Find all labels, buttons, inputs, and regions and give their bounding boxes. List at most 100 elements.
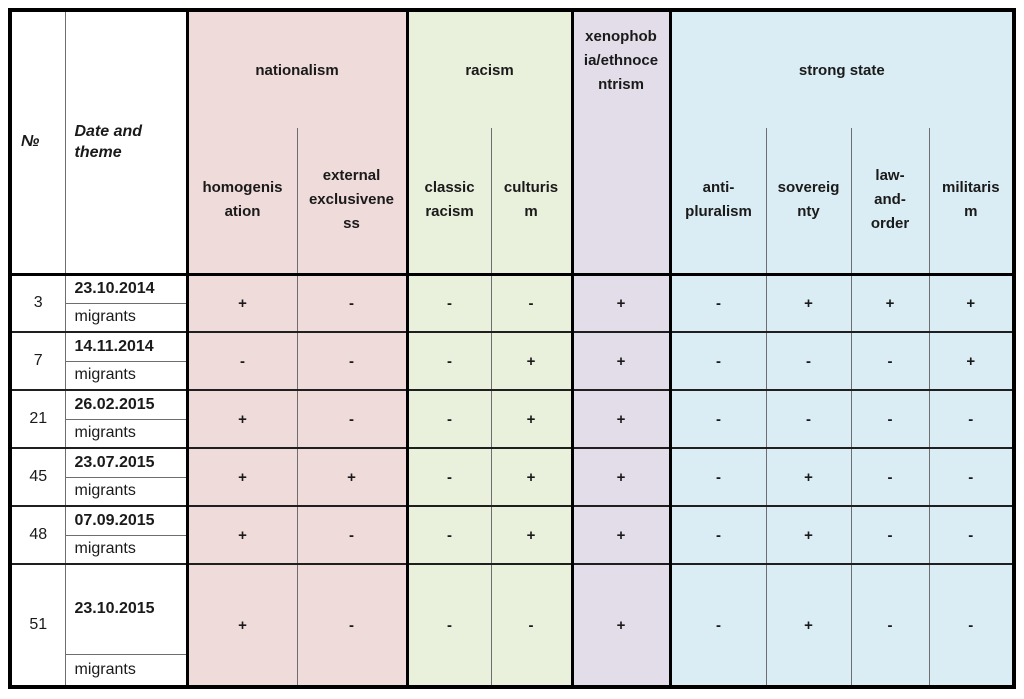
row-theme: migrants [64, 418, 188, 449]
group-header-strong-state: strong state [668, 9, 1015, 128]
table-row: 3 23.10.2014 + - - - + - + + + [9, 273, 1015, 333]
group-header-nationalism: nationalism [185, 9, 408, 128]
cell-militarism: - [928, 447, 1015, 507]
column-header-anti-pluralism: anti-pluralism [668, 128, 767, 276]
table-row: 7 14.11.2014 - - - + + - - - + [9, 331, 1015, 391]
cell-external-exclusiveness: - [296, 331, 408, 391]
row-theme: migrants [64, 534, 188, 565]
group-header-racism: racism [405, 9, 573, 128]
cell-sovereignty: + [765, 447, 852, 507]
cell-external-exclusiveness: - [296, 563, 408, 688]
cell-sovereignty: - [765, 389, 852, 449]
table-row: 21 26.02.2015 + - - + + - - - - [9, 389, 1015, 449]
cell-culturism: + [490, 447, 573, 507]
cell-classic-racism: - [405, 273, 492, 333]
column-header-date-theme: Date and theme [64, 9, 188, 276]
table-body: 3 23.10.2014 + - - - + - + + + migrants … [9, 273, 1015, 688]
cell-sovereignty: - [765, 331, 852, 391]
table-row: 48 07.09.2015 + - - + + - + - - [9, 505, 1015, 565]
row-date: 23.10.2015 [64, 563, 188, 655]
cell-external-exclusiveness: - [296, 389, 408, 449]
cell-xenophobia-ethnocentrism: + [570, 331, 671, 391]
cell-external-exclusiveness: - [296, 273, 408, 333]
cell-homogenisation: + [185, 389, 298, 449]
cell-law-and-order: - [850, 389, 930, 449]
row-number: 3 [9, 273, 66, 333]
row-date: 14.11.2014 [64, 331, 188, 362]
cell-militarism: - [928, 505, 1015, 565]
cell-anti-pluralism: - [668, 273, 767, 333]
cell-culturism: + [490, 331, 573, 391]
cell-law-and-order: + [850, 273, 930, 333]
column-header-culturism: culturism [490, 128, 573, 276]
cell-militarism: - [928, 389, 1015, 449]
cell-anti-pluralism: - [668, 447, 767, 507]
row-number: 51 [9, 563, 66, 688]
cell-classic-racism: - [405, 563, 492, 688]
cell-anti-pluralism: - [668, 505, 767, 565]
row-theme: migrants [64, 360, 188, 391]
row-date: 23.10.2014 [64, 273, 188, 304]
cell-culturism: - [490, 563, 573, 688]
column-header-homogenisation: homogenisation [185, 128, 298, 276]
cell-anti-pluralism: - [668, 389, 767, 449]
column-header-external-exclusiveness: external exclusiveness [296, 128, 408, 276]
cell-militarism: + [928, 331, 1015, 391]
row-number: 48 [9, 505, 66, 565]
row-number: 21 [9, 389, 66, 449]
row-theme: migrants [64, 302, 188, 333]
coding-table: № Date and theme nationalism racism xeno… [8, 8, 1017, 689]
cell-classic-racism: - [405, 505, 492, 565]
cell-homogenisation: - [185, 331, 298, 391]
cell-homogenisation: + [185, 505, 298, 565]
cell-xenophobia-ethnocentrism: + [570, 273, 671, 333]
cell-anti-pluralism: - [668, 563, 767, 688]
table-row: 51 23.10.2015 + - - - + - + - - [9, 563, 1015, 688]
cell-anti-pluralism: - [668, 331, 767, 391]
row-number: 45 [9, 447, 66, 507]
cell-militarism: + [928, 273, 1015, 333]
cell-classic-racism: - [405, 389, 492, 449]
column-header-militarism: militarism [928, 128, 1015, 276]
cell-culturism: + [490, 389, 573, 449]
cell-culturism: + [490, 505, 573, 565]
cell-homogenisation: + [185, 563, 298, 688]
cell-homogenisation: + [185, 447, 298, 507]
cell-law-and-order: - [850, 447, 930, 507]
header-group-row: № Date and theme nationalism racism xeno… [9, 9, 1015, 276]
cell-sovereignty: + [765, 273, 852, 333]
row-date: 23.07.2015 [64, 447, 188, 478]
row-theme: migrants [64, 476, 188, 507]
column-header-law-and-order: law-and-order [850, 128, 930, 276]
row-theme: migrants [64, 653, 188, 688]
table-row-theme: migrants [10, 653, 1014, 688]
cell-xenophobia-ethnocentrism: + [570, 505, 671, 565]
row-number: 7 [9, 331, 66, 391]
cell-external-exclusiveness: - [296, 505, 408, 565]
cell-external-exclusiveness: + [296, 447, 408, 507]
group-header-xenophobia-ethnocentrism: xenophobia/ethnocentrism [570, 9, 671, 276]
cell-law-and-order: - [850, 331, 930, 391]
cell-sovereignty: + [765, 505, 852, 565]
table-row: 45 23.07.2015 + + - + + - + - - [9, 447, 1015, 507]
cell-homogenisation: + [185, 273, 298, 333]
cell-militarism: - [928, 563, 1015, 688]
table-row-theme: migrants [10, 360, 1014, 391]
column-header-classic-racism: classic racism [405, 128, 492, 276]
table-row-theme: migrants [10, 418, 1014, 449]
column-header-sovereignty: sovereignty [765, 128, 852, 276]
column-header-number: № [9, 9, 66, 276]
row-date: 26.02.2015 [64, 389, 188, 420]
table-row-theme: migrants [10, 302, 1014, 333]
cell-classic-racism: - [405, 331, 492, 391]
table-row-theme: migrants [10, 534, 1014, 565]
cell-culturism: - [490, 273, 573, 333]
cell-classic-racism: - [405, 447, 492, 507]
header-subcolumn-row: homogenisation external exclusiveness cl… [10, 128, 1015, 276]
cell-xenophobia-ethnocentrism: + [570, 447, 671, 507]
cell-xenophobia-ethnocentrism: + [570, 563, 671, 688]
cell-xenophobia-ethnocentrism: + [570, 389, 671, 449]
row-date: 07.09.2015 [64, 505, 188, 536]
cell-law-and-order: - [850, 563, 930, 688]
